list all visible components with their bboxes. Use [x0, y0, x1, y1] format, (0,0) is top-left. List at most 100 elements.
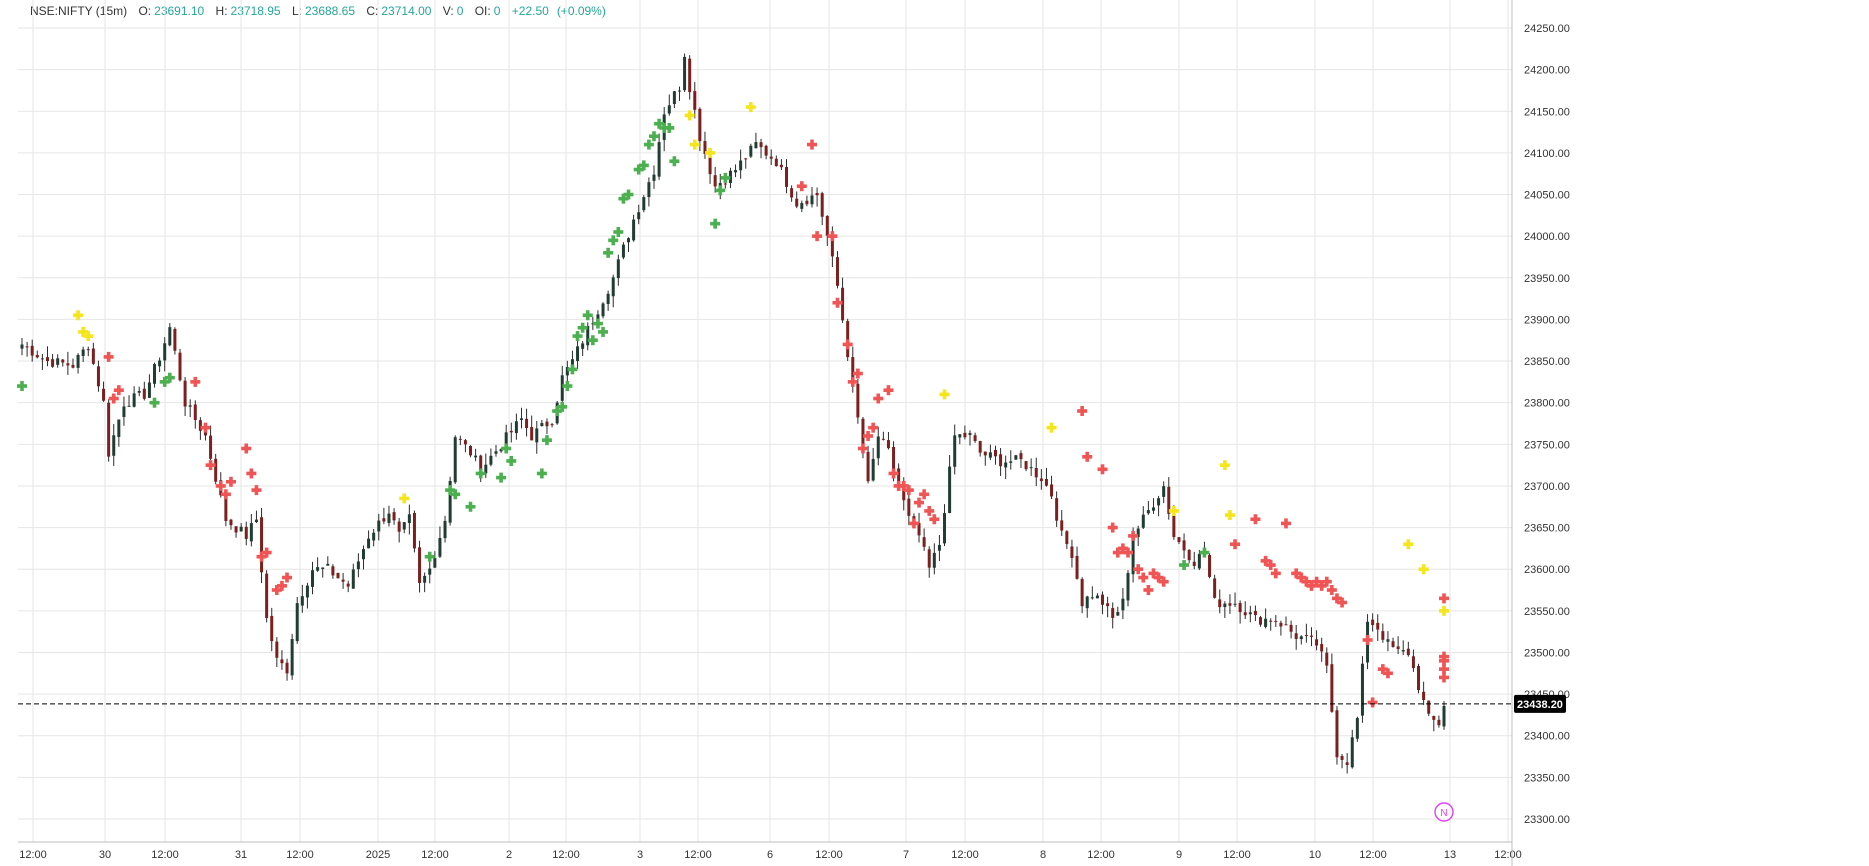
candle-body [484, 464, 488, 474]
candle-body [785, 166, 789, 187]
candle-body [1162, 486, 1166, 497]
x-tick-label: 8 [1040, 849, 1046, 861]
candle-body [188, 405, 192, 407]
candle-body [1274, 620, 1278, 622]
marker-bar-v [1442, 655, 1446, 666]
signal-marker-red [1439, 672, 1449, 683]
candle-body [193, 404, 197, 420]
candle-body [443, 520, 447, 539]
candle-body [1411, 656, 1415, 669]
marker-bar-v [912, 518, 916, 529]
signal-marker-green [582, 310, 593, 321]
x-tick-label: 7 [903, 849, 909, 861]
signal-marker-red [847, 376, 858, 387]
signal-marker-red [271, 585, 282, 596]
signal-marker-green [567, 364, 578, 375]
signal-marker-red [1117, 543, 1128, 554]
marker-bar-v [275, 585, 279, 596]
candle-body [983, 451, 987, 456]
signal-marker-red [919, 489, 930, 500]
candle-body [1136, 528, 1140, 538]
candle-body [963, 432, 967, 438]
signal-marker-red [1143, 585, 1154, 596]
candle-body [356, 561, 360, 570]
candle-body [739, 160, 743, 171]
signal-marker-green [633, 164, 644, 175]
marker-bar-v [652, 131, 656, 142]
candle-body [91, 348, 95, 364]
candle-body [1039, 478, 1043, 482]
marker-bar-v [1370, 697, 1375, 708]
candle-body [550, 424, 554, 426]
candle-body [336, 572, 340, 579]
marker-bar-v [1182, 560, 1186, 571]
marker-bar-v [504, 443, 508, 454]
signal-marker-green [496, 472, 507, 483]
candle-body [953, 435, 957, 467]
marker-bar-v [1202, 547, 1207, 558]
candle-body [1340, 755, 1344, 760]
candle-body [209, 435, 213, 459]
candle-body [1172, 515, 1176, 538]
signal-marker-red [261, 547, 272, 558]
marker-bar-v [468, 501, 473, 512]
candle-body [254, 519, 258, 523]
candle-body [397, 521, 401, 532]
candle-body [1279, 622, 1283, 627]
marker-bar-v [1335, 593, 1339, 604]
signal-marker-red [1123, 547, 1133, 558]
candle-body [509, 430, 513, 433]
candle-body [173, 328, 177, 351]
signal-marker-red [190, 376, 201, 387]
oi-value: 0 [493, 4, 501, 18]
candle-body [1029, 467, 1033, 469]
signal-marker-yellow [1439, 605, 1449, 616]
candle-body [968, 433, 972, 435]
candle-body [1009, 461, 1013, 463]
badge-circle [1434, 802, 1454, 822]
signal-marker-yellow [1403, 539, 1414, 550]
signal-marker-red [1112, 547, 1123, 558]
candle-body [96, 366, 100, 387]
candle-body [754, 142, 758, 149]
candle-body [265, 573, 269, 618]
candle-body [1284, 624, 1288, 626]
candle-body [693, 91, 697, 110]
candle-body [601, 303, 605, 317]
marker-bar-v [1299, 572, 1304, 583]
marker-bar-v [1284, 518, 1288, 529]
signal-marker-red [241, 443, 252, 454]
y-tick-label: 23800.00 [1524, 398, 1570, 410]
candle-body [1248, 612, 1252, 615]
candle-body [1325, 652, 1329, 666]
signal-marker-green [1199, 547, 1210, 558]
signal-markers [17, 102, 1449, 708]
candle-body [616, 259, 620, 279]
y-tick-label: 23300.00 [1524, 814, 1570, 826]
candle-body [1182, 540, 1186, 551]
candlestick-series [20, 53, 1446, 774]
marker-bar-v [1116, 547, 1120, 558]
marker-bar-v [20, 381, 24, 392]
signal-marker-red [1377, 664, 1388, 675]
candle-body [1065, 531, 1069, 545]
candle-body [841, 287, 845, 321]
candle-body [107, 402, 111, 457]
signal-marker-red [1082, 451, 1093, 462]
y-tick-label: 23600.00 [1524, 564, 1570, 576]
signal-marker-red [903, 485, 914, 496]
marker-bar-v [1442, 664, 1446, 675]
candle-body [576, 346, 580, 362]
candle-body [932, 552, 936, 568]
marker-bar-v [264, 547, 269, 558]
marker-bar-v [427, 551, 432, 562]
candle-body [448, 480, 452, 523]
x-tick-label: 13 [1444, 849, 1456, 861]
y-tick-label: 24050.00 [1524, 190, 1570, 202]
signal-marker-red [1316, 580, 1327, 591]
x-tick-label: 12:00 [815, 849, 843, 861]
candle-body [1213, 578, 1217, 598]
x-tick-label: 12:00 [1223, 849, 1251, 861]
candle-body [239, 526, 243, 532]
